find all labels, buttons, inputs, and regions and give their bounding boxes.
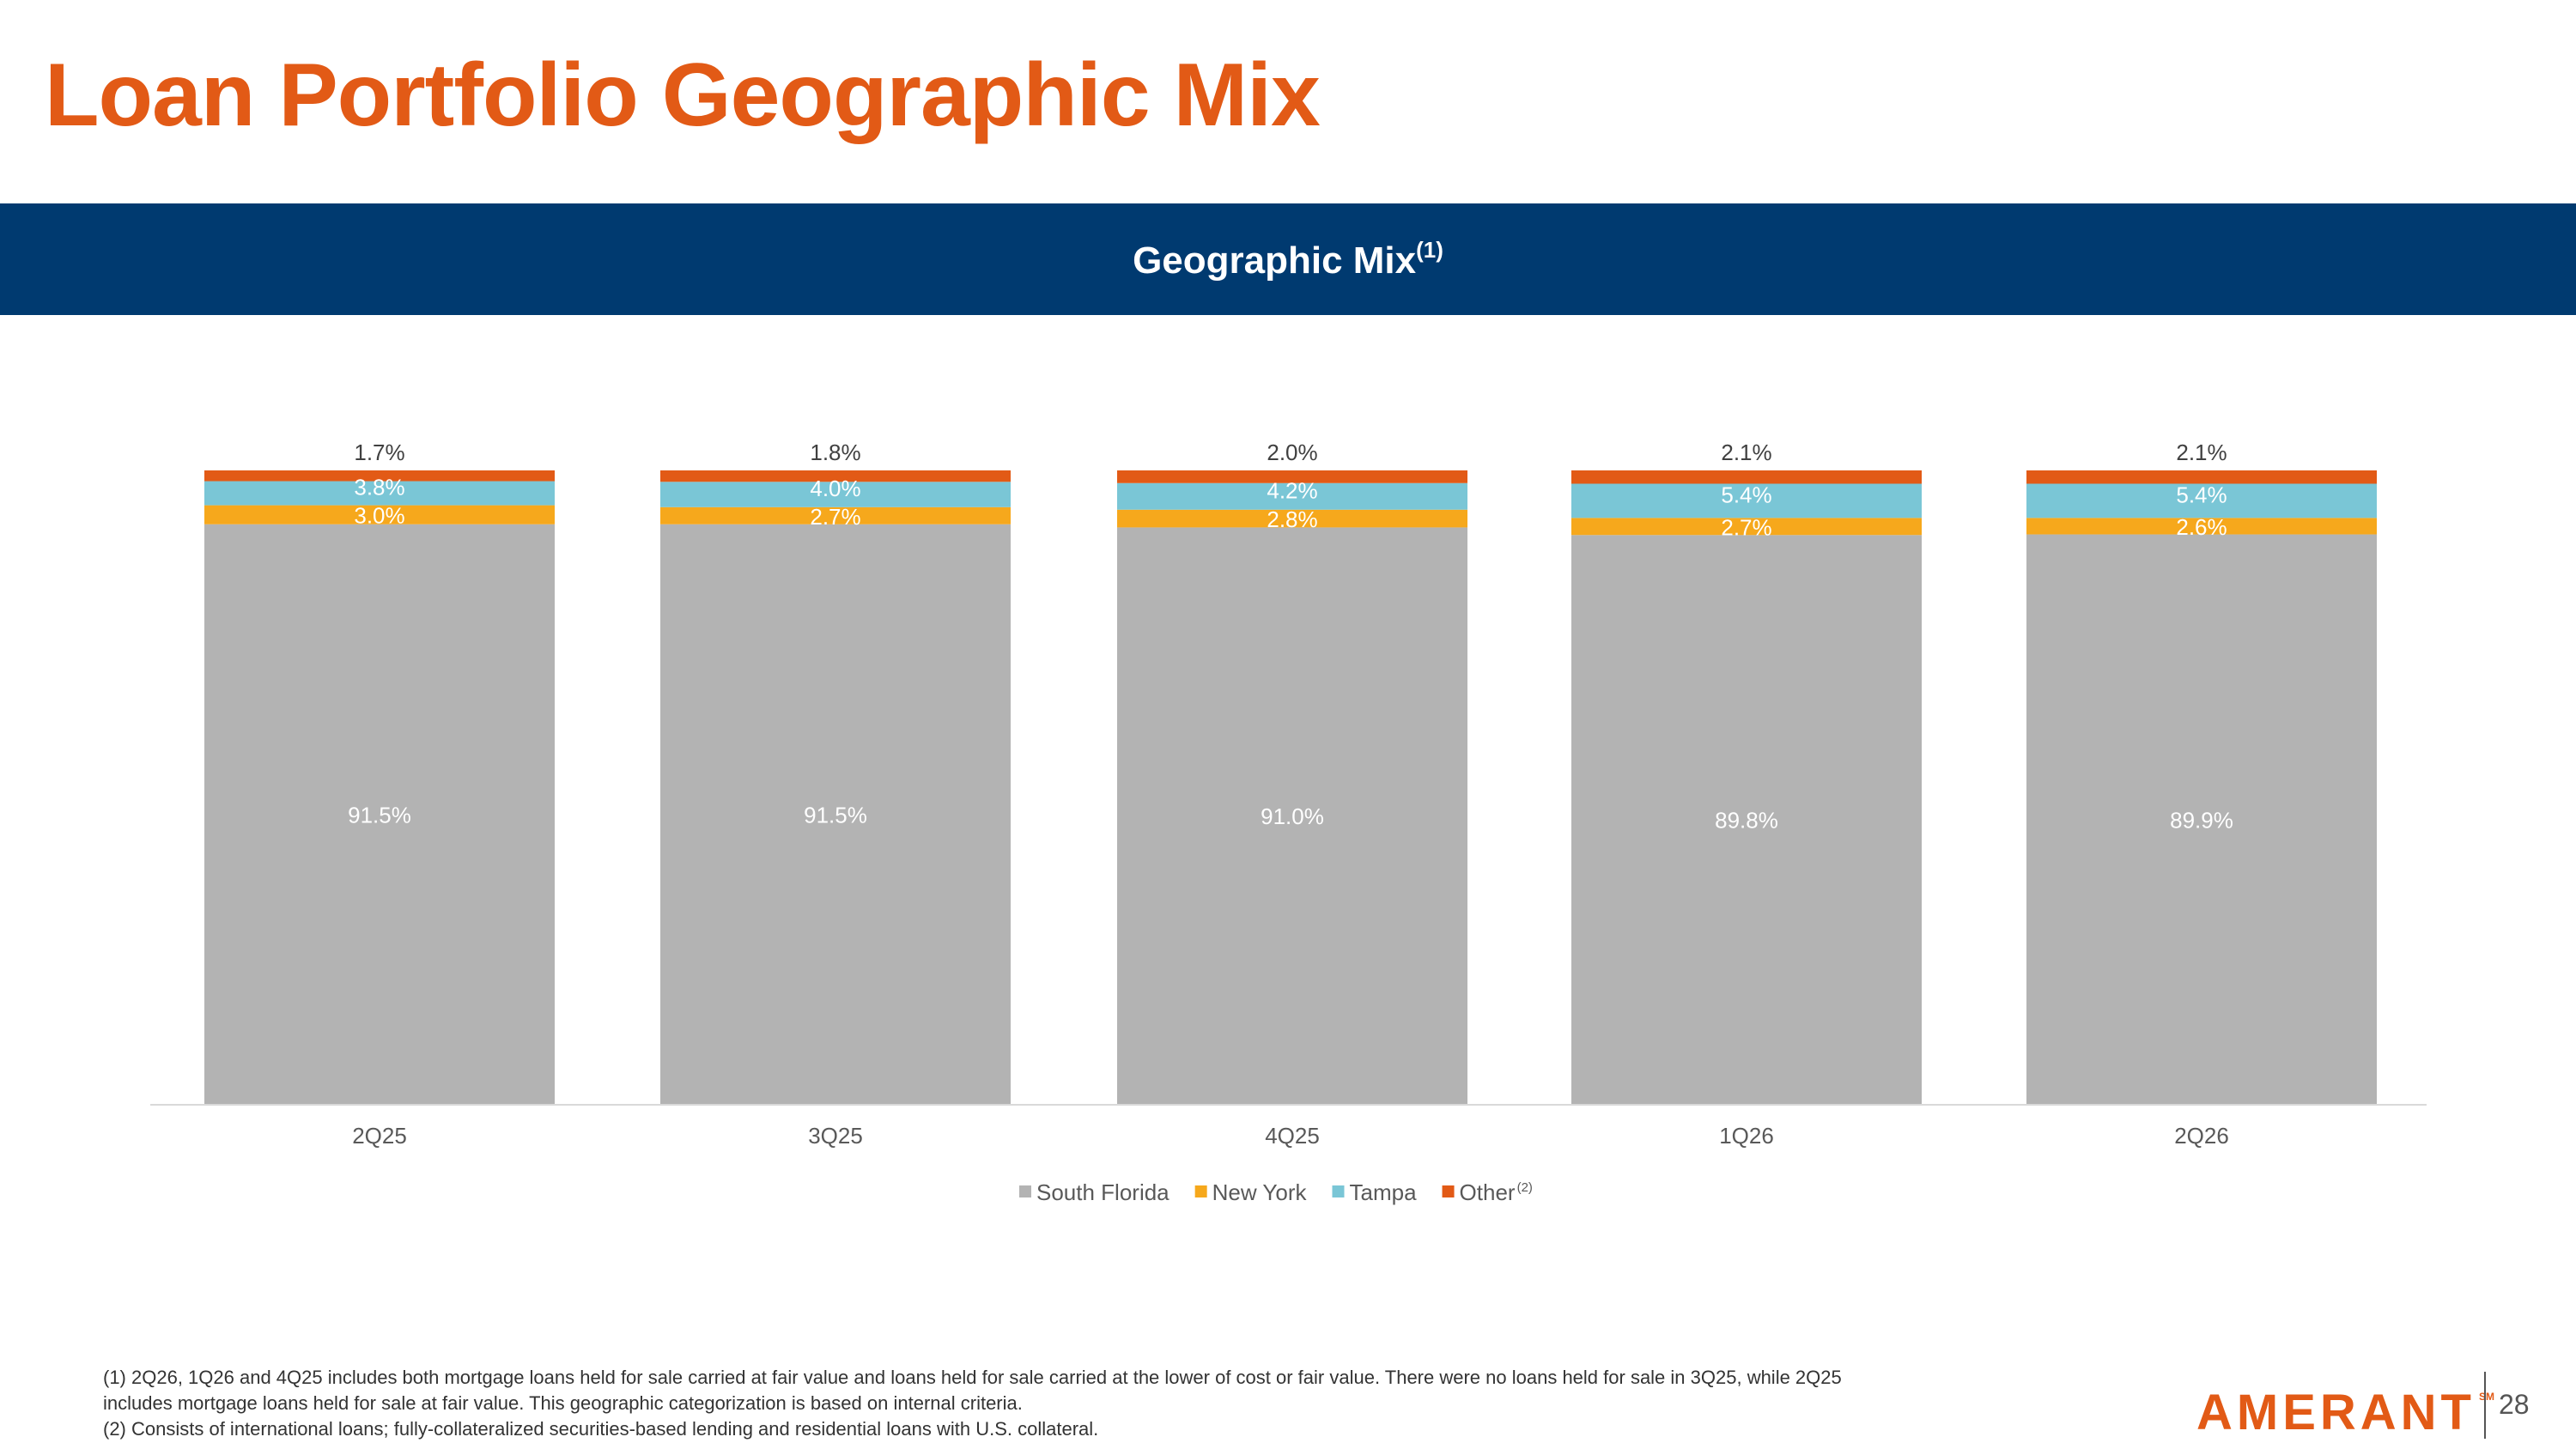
legend-label-south-florida: South Florida: [1036, 1179, 1170, 1205]
legend-swatch-south-florida: [1019, 1185, 1031, 1197]
footnotes: (1) 2Q26, 1Q26 and 4Q25 includes both mo…: [103, 1365, 2095, 1442]
footnote-line: (2) Consists of international loans; ful…: [103, 1418, 1099, 1440]
bar-segment-south-florida: [660, 524, 1011, 1104]
legend-label-new-york: New York: [1212, 1179, 1308, 1205]
data-label-tampa: 3.8%: [354, 475, 404, 500]
data-label-other: 2.0%: [1267, 440, 1317, 465]
logo-wordmark: AMERANT: [2196, 1385, 2476, 1440]
data-label-south-florida: 89.9%: [2170, 807, 2233, 833]
data-label-other: 2.1%: [1721, 440, 1771, 465]
data-label-south-florida: 91.5%: [804, 802, 867, 828]
chart-header-banner: Geographic Mix(1): [0, 203, 2576, 315]
bar-segment-south-florida: [1117, 527, 1467, 1104]
data-label-south-florida: 91.5%: [348, 802, 411, 828]
bar-segment-tampa: [1117, 482, 1467, 510]
data-label-other: 2.1%: [2176, 440, 2227, 465]
legend-swatch-tampa: [1332, 1185, 1345, 1197]
logo-service-mark: SM: [2478, 1391, 2494, 1403]
bar-segment-tampa: [1571, 483, 1922, 518]
data-label-new-york: 2.8%: [1267, 506, 1317, 532]
bar-segment-tampa: [204, 481, 555, 506]
chart-title: Geographic Mix(1): [1133, 237, 1443, 282]
x-tick-label: 3Q25: [808, 1123, 863, 1149]
page-title: Loan Portfolio Geographic Mix: [45, 45, 1321, 145]
bar-segment-other: [1117, 470, 1467, 483]
data-label-tampa: 5.4%: [1721, 482, 1771, 507]
x-tick-label: 4Q25: [1265, 1123, 1320, 1149]
bar-segment-new-york: [2026, 518, 2377, 535]
legend-label-superscript: (2): [1517, 1180, 1533, 1195]
data-label-south-florida: 89.8%: [1715, 808, 1778, 834]
legend-swatch-new-york: [1194, 1185, 1207, 1197]
bar-segment-new-york: [1117, 509, 1467, 528]
bar-segment-south-florida: [1571, 535, 1922, 1104]
page-number: 28: [2499, 1389, 2530, 1420]
data-label-tampa: 4.2%: [1267, 477, 1317, 503]
chart-title-text: Geographic Mix: [1133, 239, 1417, 282]
bar-segment-south-florida: [2026, 534, 2377, 1104]
bar-segment-other: [2026, 470, 2377, 484]
logo-divider: [2484, 1372, 2486, 1439]
data-label-new-york: 2.6%: [2176, 514, 2227, 540]
bar-segment-south-florida: [204, 524, 555, 1104]
bar-segment-new-york: [1571, 518, 1922, 536]
legend-label-other: Other: [1460, 1179, 1516, 1205]
x-tick-label: 2Q26: [2174, 1123, 2229, 1149]
data-label-tampa: 5.4%: [2176, 482, 2227, 507]
x-tick-label: 1Q26: [1719, 1123, 1774, 1149]
legend-swatch-other: [1442, 1185, 1455, 1197]
bar-segment-new-york: [660, 506, 1011, 524]
data-label-other: 1.8%: [810, 440, 860, 465]
legend-label-tampa: Tampa: [1350, 1179, 1418, 1205]
data-label-new-york: 2.7%: [810, 504, 860, 530]
data-label-other: 1.7%: [354, 440, 404, 465]
bar-segment-tampa: [2026, 483, 2377, 518]
data-label-new-york: 2.7%: [1721, 514, 1771, 540]
bar-segment-other: [204, 470, 555, 482]
footnote-line: includes mortgage loans held for sale at…: [103, 1392, 1023, 1414]
bar-segment-other: [1571, 470, 1922, 484]
data-label-new-york: 3.0%: [354, 503, 404, 529]
footnote-line: (1) 2Q26, 1Q26 and 4Q25 includes both mo…: [103, 1367, 1842, 1388]
bar-segment-new-york: [204, 505, 555, 524]
data-label-tampa: 4.0%: [810, 476, 860, 501]
bar-segment-other: [660, 470, 1011, 482]
amerant-logo: AMERANT SM: [2196, 1384, 2494, 1441]
x-tick-label: 2Q25: [352, 1123, 407, 1149]
data-label-south-florida: 91.0%: [1261, 803, 1324, 829]
chart-title-footnote-mark: (1): [1416, 236, 1443, 263]
bar-segment-tampa: [660, 482, 1011, 507]
